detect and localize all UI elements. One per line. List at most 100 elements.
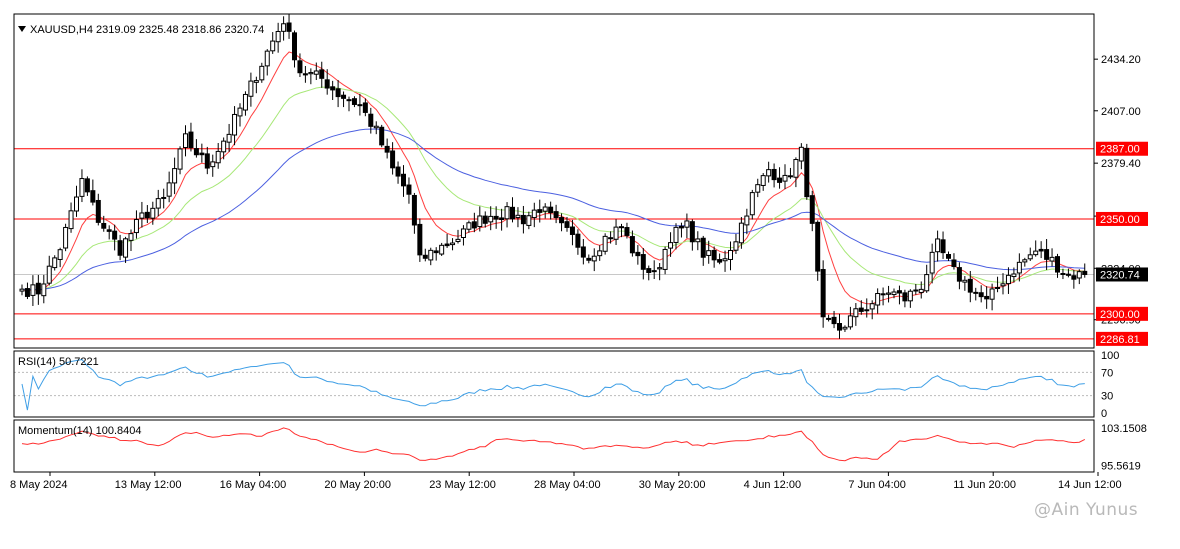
candle-body: [946, 254, 951, 259]
candle: [237, 103, 243, 127]
momentum-tick-label: 95.5619: [1101, 460, 1141, 472]
ema-fast-line: [21, 51, 1085, 305]
candle-body: [858, 307, 864, 312]
candle-body: [559, 217, 565, 224]
candle-body: [106, 229, 112, 232]
candle-body: [335, 88, 341, 98]
ema-slow-line: [21, 128, 1085, 291]
y-tick-label: 2379.40: [1101, 158, 1141, 170]
candle: [820, 260, 826, 328]
candle-body: [700, 237, 706, 258]
candle: [913, 284, 919, 295]
candle-body: [1033, 250, 1039, 256]
candle-body: [302, 73, 308, 76]
candle-body: [989, 288, 995, 300]
candle: [84, 176, 90, 196]
candle-body: [368, 113, 374, 127]
candle-body: [57, 249, 63, 260]
candle-body: [193, 148, 199, 156]
candle: [602, 233, 608, 255]
candle-body: [330, 86, 336, 91]
candle-body: [613, 226, 619, 240]
candle: [248, 72, 254, 107]
candle: [613, 219, 619, 245]
candle: [455, 229, 461, 244]
candle-body: [406, 184, 412, 195]
y-tick-label: 2434.20: [1101, 54, 1141, 66]
candle: [433, 247, 439, 261]
candle: [183, 125, 188, 157]
candle-body: [875, 293, 881, 306]
candle-body: [809, 195, 815, 224]
candle: [1044, 239, 1050, 270]
candle-body: [471, 221, 477, 229]
candle: [929, 243, 935, 284]
candle-body: [1005, 274, 1011, 285]
candle: [411, 192, 417, 234]
candle: [1055, 253, 1060, 278]
candle-body: [940, 239, 946, 254]
candle-body: [526, 215, 532, 226]
momentum-label: Momentum(14) 100.8404: [18, 425, 142, 437]
candle-body: [482, 215, 488, 224]
candle: [313, 62, 319, 80]
candle: [896, 285, 902, 305]
candle-body: [226, 133, 232, 143]
candle-body: [221, 140, 227, 153]
candle: [362, 98, 368, 117]
candle: [760, 173, 766, 191]
candle-body: [798, 146, 804, 162]
candle: [422, 248, 428, 262]
candle: [150, 201, 156, 225]
candle-body: [847, 315, 853, 328]
candle-body: [488, 215, 494, 223]
candle-body: [1049, 256, 1055, 262]
candle-body: [210, 161, 216, 168]
candle: [787, 167, 793, 179]
candle-body: [929, 251, 935, 274]
candle: [373, 121, 379, 135]
candle: [384, 138, 390, 159]
candle-body: [1027, 254, 1033, 260]
candle: [292, 30, 297, 68]
candle: [891, 288, 897, 299]
candle: [1065, 268, 1071, 278]
candle-body: [46, 265, 52, 284]
candle: [259, 62, 265, 83]
candle-body: [346, 99, 352, 102]
candle-body: [886, 292, 892, 295]
candle: [406, 177, 412, 204]
candle: [193, 139, 199, 158]
watermark: @Ain Yunus: [1034, 500, 1139, 520]
candle: [689, 219, 695, 251]
candle: [700, 235, 706, 266]
candle: [477, 206, 483, 232]
candle: [341, 91, 347, 108]
candle: [989, 283, 995, 311]
x-tick-label: 11 Jun 20:00: [953, 479, 1016, 491]
candle: [123, 236, 129, 263]
candle: [940, 231, 946, 259]
candle-body: [237, 107, 243, 117]
candle: [864, 298, 870, 318]
candle-body: [995, 287, 1001, 290]
dropdown-triangle-icon[interactable]: [18, 26, 26, 32]
candle-body: [63, 226, 69, 249]
candle-body: [766, 169, 772, 177]
candle: [324, 69, 330, 95]
x-tick-label: 14 Jun 12:00: [1058, 479, 1122, 491]
candle-body: [384, 145, 390, 153]
candle-body: [918, 288, 924, 293]
candle-body: [477, 215, 483, 228]
candle: [390, 142, 396, 175]
candle-body: [842, 326, 848, 330]
candle-body: [602, 235, 608, 252]
momentum-tick-label: 103.1508: [1101, 423, 1147, 435]
candle-body: [30, 284, 36, 296]
candle: [782, 164, 788, 190]
level-tag-label: 2350.00: [1100, 214, 1140, 226]
candle-body: [678, 225, 684, 229]
candle: [907, 289, 913, 308]
candle-body: [673, 226, 679, 243]
